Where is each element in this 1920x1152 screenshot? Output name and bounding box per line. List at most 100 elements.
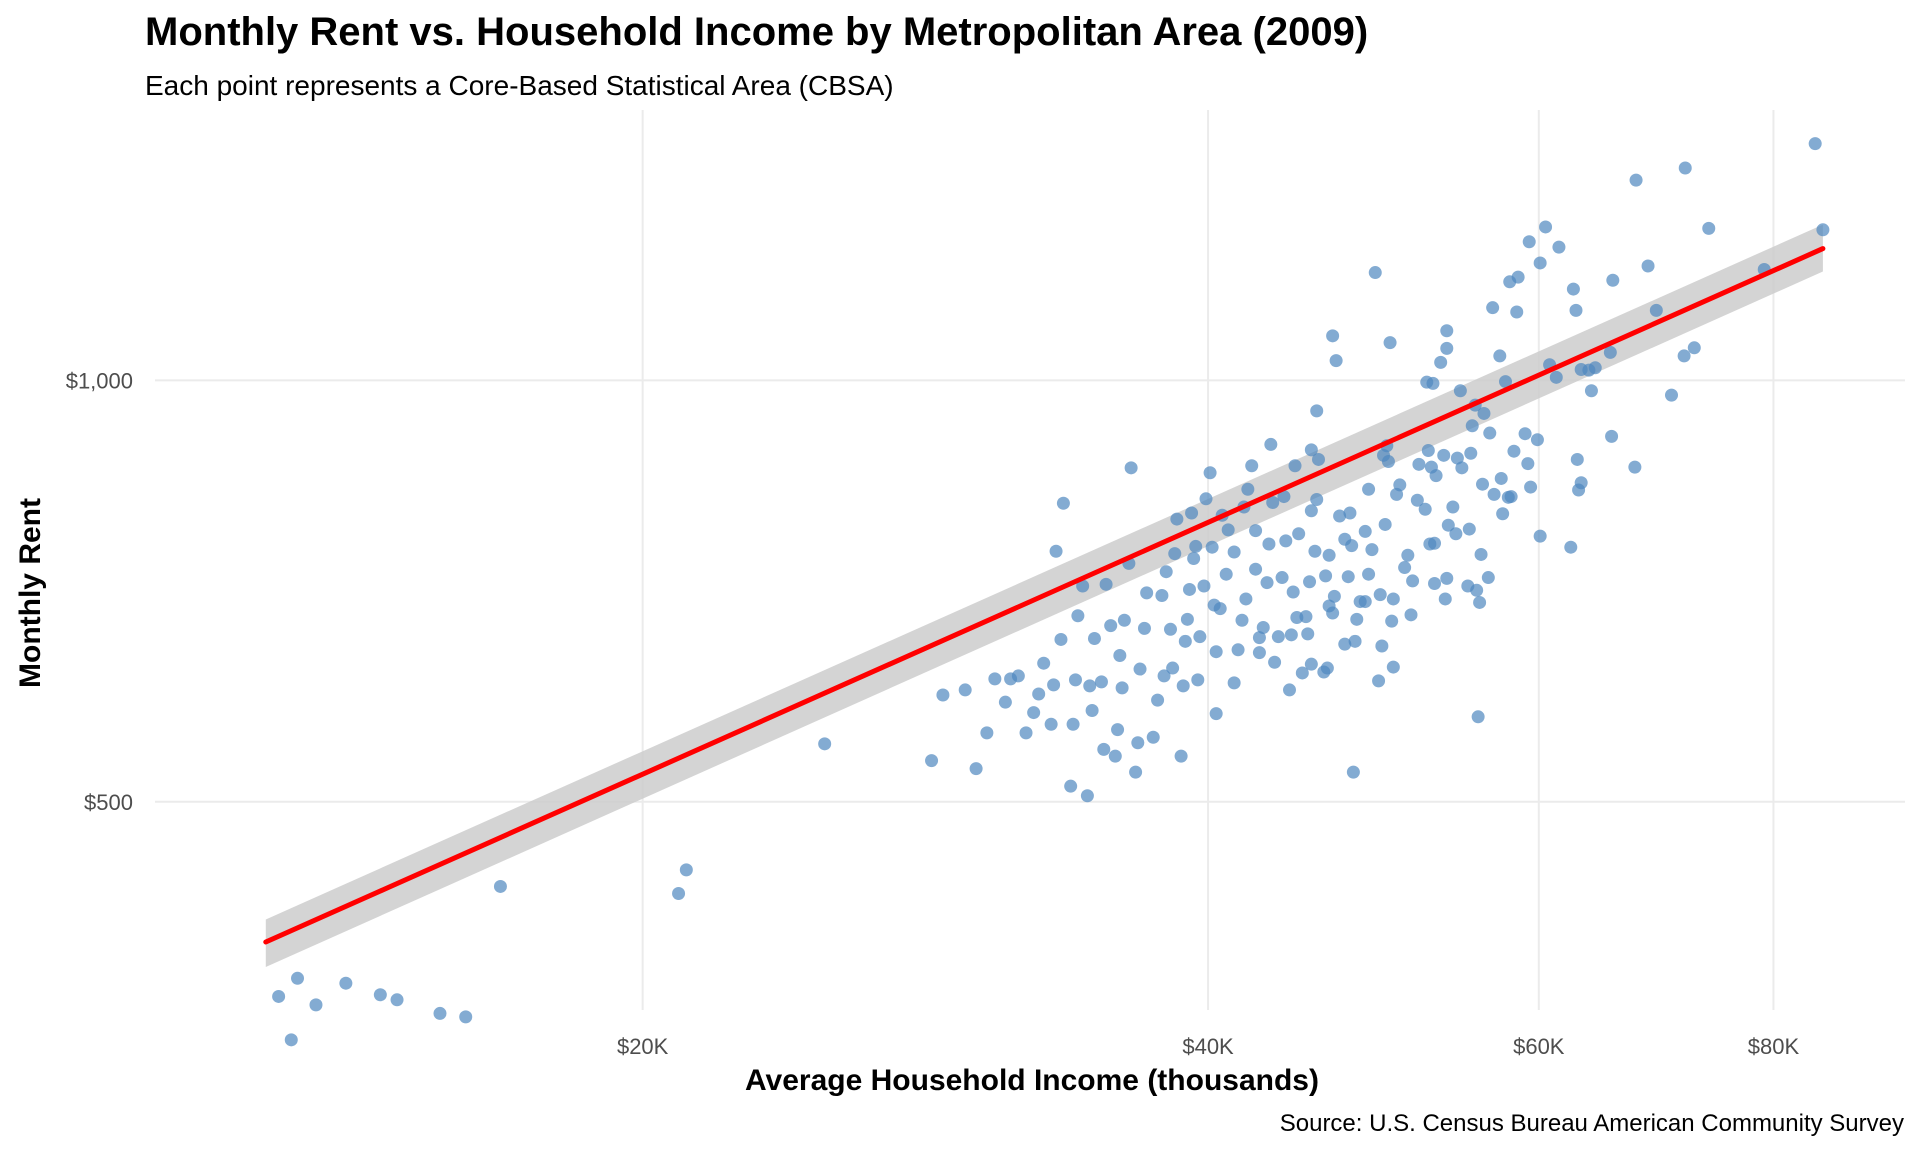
data-point (1476, 477, 1490, 491)
data-point (1423, 537, 1437, 551)
data-point (1564, 540, 1578, 554)
data-point (1191, 673, 1205, 687)
data-point (1372, 674, 1386, 688)
data-point (1383, 336, 1397, 350)
data-point (1341, 570, 1355, 584)
data-point (1319, 569, 1333, 583)
data-point (1440, 324, 1454, 338)
data-point (1574, 476, 1588, 490)
data-point (1317, 665, 1331, 679)
data-point (433, 1006, 447, 1020)
data-point (1292, 527, 1306, 541)
data-point (1338, 637, 1352, 651)
data-point (1146, 730, 1160, 744)
data-point (936, 688, 950, 702)
data-point (1252, 631, 1266, 645)
data-point (1131, 736, 1145, 750)
source-caption: Source: U.S. Census Bureau American Comm… (1279, 1110, 1904, 1137)
data-point (1664, 388, 1678, 402)
data-point (1329, 354, 1343, 368)
data-point (1521, 457, 1535, 471)
data-point (1151, 693, 1165, 707)
data-point (1176, 679, 1190, 693)
data-point (1174, 749, 1188, 763)
data-point (1808, 137, 1822, 151)
data-point (1552, 240, 1566, 254)
data-point (1510, 305, 1524, 319)
data-point (1185, 506, 1199, 520)
data-point (1440, 571, 1454, 585)
data-point (1108, 749, 1122, 763)
data-point (1412, 457, 1426, 471)
data-point (1037, 656, 1051, 670)
data-point (1308, 544, 1322, 558)
data-point (988, 672, 1002, 686)
data-point (1628, 460, 1642, 474)
x-axis-title: Average Household Income (thousands) (745, 1064, 1319, 1097)
data-point (1338, 532, 1352, 546)
data-point (1303, 575, 1317, 589)
data-point (1047, 678, 1061, 692)
data-point (1157, 669, 1171, 683)
data-point (1421, 444, 1435, 458)
data-point (1256, 620, 1270, 634)
data-point (1054, 632, 1068, 646)
data-point (1111, 723, 1125, 737)
data-point (1378, 517, 1392, 531)
data-point (1381, 455, 1395, 469)
data-point (1301, 627, 1315, 641)
data-point (1522, 235, 1536, 249)
data-point (1166, 661, 1180, 675)
data-point (1420, 375, 1434, 389)
data-point (1182, 582, 1196, 596)
data-point (1410, 493, 1424, 507)
data-point (1221, 523, 1235, 537)
data-point (1386, 592, 1400, 606)
data-point (1606, 273, 1620, 287)
data-point (309, 998, 323, 1012)
data-point (1473, 595, 1487, 609)
data-point (272, 989, 286, 1003)
data-point (1629, 173, 1643, 187)
data-point (1087, 632, 1101, 646)
data-point (1677, 349, 1691, 363)
data-point (1533, 529, 1547, 543)
data-point (1124, 461, 1138, 475)
data-point (1348, 634, 1362, 648)
data-point (1333, 509, 1347, 523)
data-point (1068, 673, 1082, 687)
chart-title: Monthly Rent vs. Household Income by Met… (145, 10, 1369, 54)
data-point (1641, 259, 1655, 273)
data-point (1530, 433, 1544, 447)
data-point (1310, 404, 1324, 418)
data-point (1076, 579, 1090, 593)
data-point (1163, 622, 1177, 636)
data-point (1231, 643, 1245, 657)
data-point (1346, 765, 1360, 779)
data-point (1453, 384, 1467, 398)
data-point (1249, 562, 1263, 576)
data-point (998, 695, 1012, 709)
data-point (1539, 220, 1553, 234)
data-point (1603, 345, 1617, 359)
data-point (1498, 375, 1512, 389)
data-point (1343, 506, 1357, 520)
data-point (1197, 579, 1211, 593)
data-point (1178, 634, 1192, 648)
data-point (1252, 646, 1266, 660)
data-point (1450, 451, 1464, 465)
data-point (1133, 662, 1147, 676)
data-point (1481, 571, 1495, 585)
data-point (1326, 606, 1340, 620)
x-tick-label: $20K (617, 1034, 669, 1059)
data-point (1099, 577, 1113, 591)
data-point (1304, 443, 1318, 457)
data-point (1584, 384, 1598, 398)
data-point (1115, 681, 1129, 695)
data-point (1004, 672, 1018, 686)
data-point (1264, 437, 1278, 451)
trend-line-layer (263, 246, 1826, 945)
data-point (1203, 466, 1217, 480)
data-point (1574, 363, 1588, 377)
data-point (1503, 275, 1517, 289)
